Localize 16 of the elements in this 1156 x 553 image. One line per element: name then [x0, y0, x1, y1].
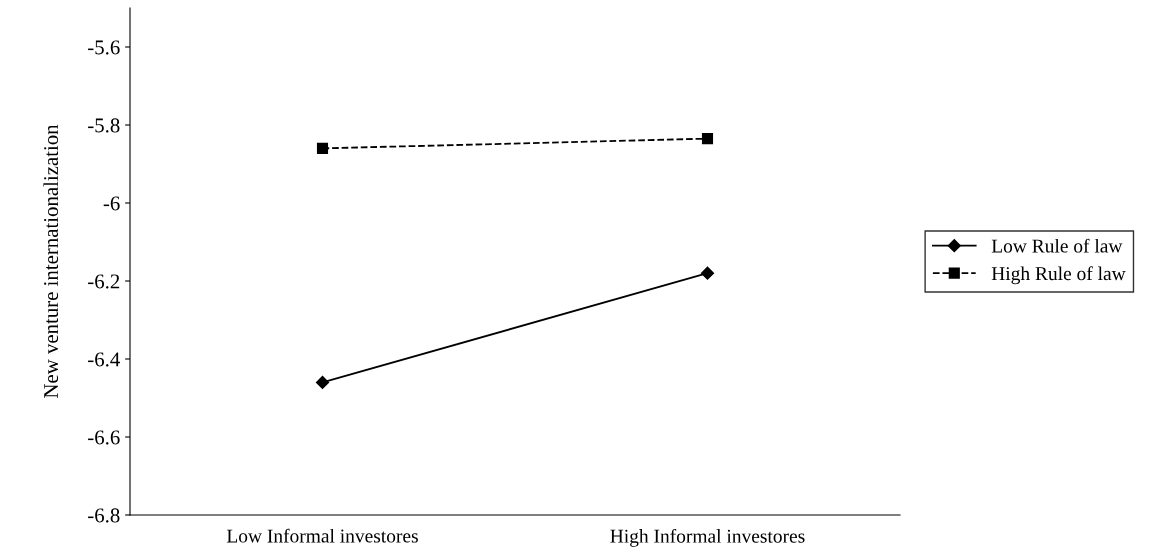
y-tick-label: -6.4	[88, 352, 120, 367]
point	[315, 375, 330, 389]
point	[700, 266, 715, 280]
x-tick-label: Low Informal investores	[226, 528, 418, 543]
y-tick-label: -6.2	[88, 274, 120, 289]
y-tick-label: -5.6	[88, 40, 120, 55]
y-tick-label: -5.8	[88, 118, 120, 133]
x-tick-label: High Informal investores	[610, 528, 805, 547]
point	[316, 142, 329, 154]
point	[701, 133, 714, 145]
legend-label: Low Rule of law	[991, 238, 1123, 253]
y-tick-label: -6.6	[88, 430, 120, 445]
y-tick-label: -6	[103, 196, 120, 211]
legend-label: High Rule of law	[991, 266, 1126, 285]
y-axis-title: New venture internationalization	[43, 124, 59, 398]
y-tick-label: -6.8	[88, 508, 120, 523]
